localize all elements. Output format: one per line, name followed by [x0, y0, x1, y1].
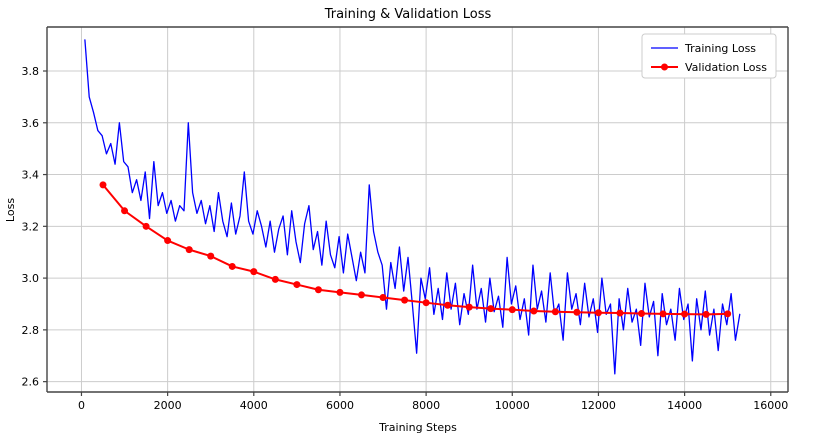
series-marker: [638, 310, 646, 318]
x-tick-label: 6000: [326, 399, 354, 412]
series-marker: [422, 299, 430, 307]
y-tick-label: 3.8: [22, 65, 40, 78]
series-marker: [594, 309, 602, 317]
series-marker: [681, 310, 689, 318]
series-marker: [530, 307, 538, 315]
y-tick-label: 3.6: [22, 117, 40, 130]
series-marker: [659, 310, 667, 318]
x-tick-label: 4000: [240, 399, 268, 412]
x-tick-label: 16000: [753, 399, 788, 412]
series-marker: [207, 252, 215, 260]
y-axis-label: Loss: [4, 198, 17, 222]
series-marker: [357, 291, 365, 299]
series-marker: [724, 310, 732, 318]
series-line-1: [84, 39, 741, 375]
axes-spines: [46, 26, 789, 393]
x-tick-label: 8000: [412, 399, 440, 412]
series-marker: [121, 207, 129, 215]
x-tick-label: 12000: [581, 399, 616, 412]
x-tick-label: 10000: [495, 399, 530, 412]
series-marker: [444, 301, 452, 309]
axis-ticks: 0 2000 4000 6000 8000 10000 12000 14000 16000 2.6…: [22, 65, 789, 412]
series-line-2: [102, 183, 729, 316]
legend-label-1: Training Loss: [684, 42, 756, 55]
series-marker: [271, 275, 279, 283]
series-marker: [185, 246, 193, 254]
series-marker: [616, 309, 624, 317]
x-tick-label: 2000: [154, 399, 182, 412]
series-marker: [551, 308, 559, 316]
x-tick-label: 0: [78, 399, 85, 412]
series-marker: [508, 306, 516, 314]
legend-label-2: Validation Loss: [685, 61, 767, 74]
series-marker: [99, 181, 107, 189]
y-tick-label: 3.2: [22, 220, 40, 233]
series-marker: [702, 310, 710, 318]
plot-series: [84, 39, 741, 375]
legend-swatch-marker-2: [661, 63, 668, 71]
series-marker: [401, 296, 409, 304]
series-marker: [250, 268, 258, 276]
series-marker: [379, 294, 387, 302]
y-tick-label: 2.6: [22, 376, 40, 389]
series-marker: [336, 288, 344, 296]
y-tick-label: 3.4: [22, 169, 40, 182]
series-marker: [164, 237, 172, 245]
series-marker: [142, 222, 150, 230]
series-marker: [573, 308, 581, 316]
x-axis-label: Training Steps: [378, 421, 457, 434]
y-tick-label: 3.0: [22, 272, 40, 285]
series-marker: [314, 286, 322, 294]
x-tick-label: 14000: [667, 399, 702, 412]
chart-legend[interactable]: Training Loss Validation Loss: [641, 33, 777, 79]
series-marker: [465, 303, 473, 311]
series-marker: [487, 305, 495, 313]
series-marker: [293, 281, 301, 289]
y-tick-label: 2.8: [22, 324, 40, 337]
series-marker: [228, 262, 236, 270]
chart-title: Training & Validation Loss: [324, 7, 492, 22]
